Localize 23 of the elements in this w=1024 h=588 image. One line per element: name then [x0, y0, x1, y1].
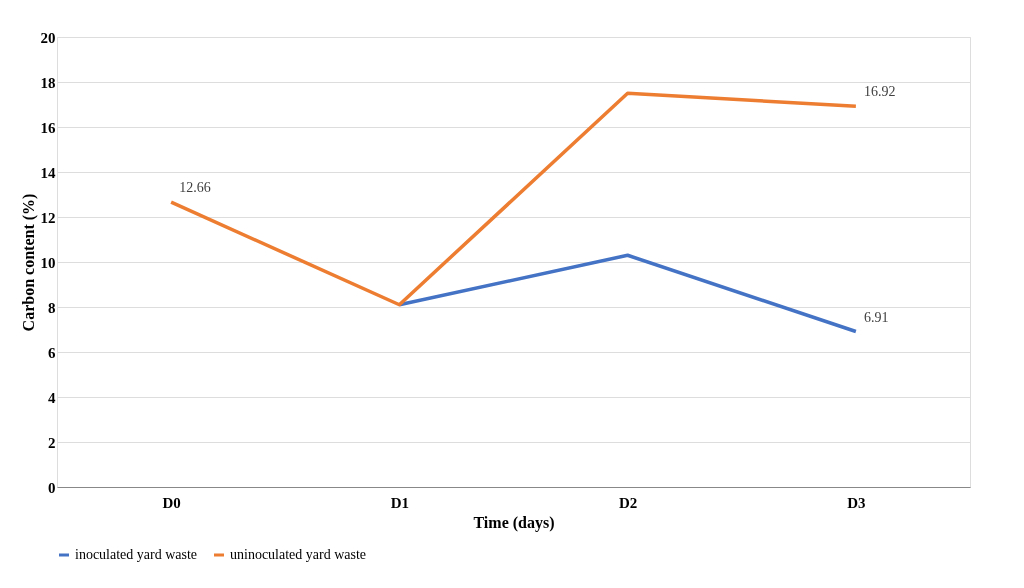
- x-tick-label: D0: [162, 494, 181, 511]
- data-label: 16.92: [863, 84, 896, 100]
- y-tick-label: 0: [48, 479, 56, 496]
- y-tick-label: 2: [48, 434, 56, 451]
- y-tick-label: 16: [40, 119, 56, 136]
- y-tick-label: 8: [48, 299, 56, 316]
- x-axis-title: Time (days): [473, 513, 555, 532]
- y-tick-label: 4: [48, 389, 56, 406]
- y-tick-label: 12: [40, 209, 56, 226]
- legend-label: inoculated yard waste: [75, 547, 198, 562]
- x-tick-label: D2: [618, 494, 638, 511]
- x-tick-label: D3: [847, 494, 866, 511]
- x-tick-label: D1: [390, 494, 410, 511]
- data-label: 12.66: [179, 180, 211, 196]
- y-tick-label: 6: [48, 344, 56, 361]
- y-tick-label: 20: [40, 29, 56, 46]
- line-series: [169, 91, 858, 307]
- y-tick-label: 14: [40, 164, 56, 181]
- y-tick-label: 18: [40, 74, 56, 91]
- y-tick-label: 10: [40, 254, 56, 271]
- y-axis-title: Carbon content (%): [19, 193, 38, 332]
- legend-label: uninoculated yard waste: [230, 547, 367, 562]
- data-label: 6.91: [863, 309, 889, 325]
